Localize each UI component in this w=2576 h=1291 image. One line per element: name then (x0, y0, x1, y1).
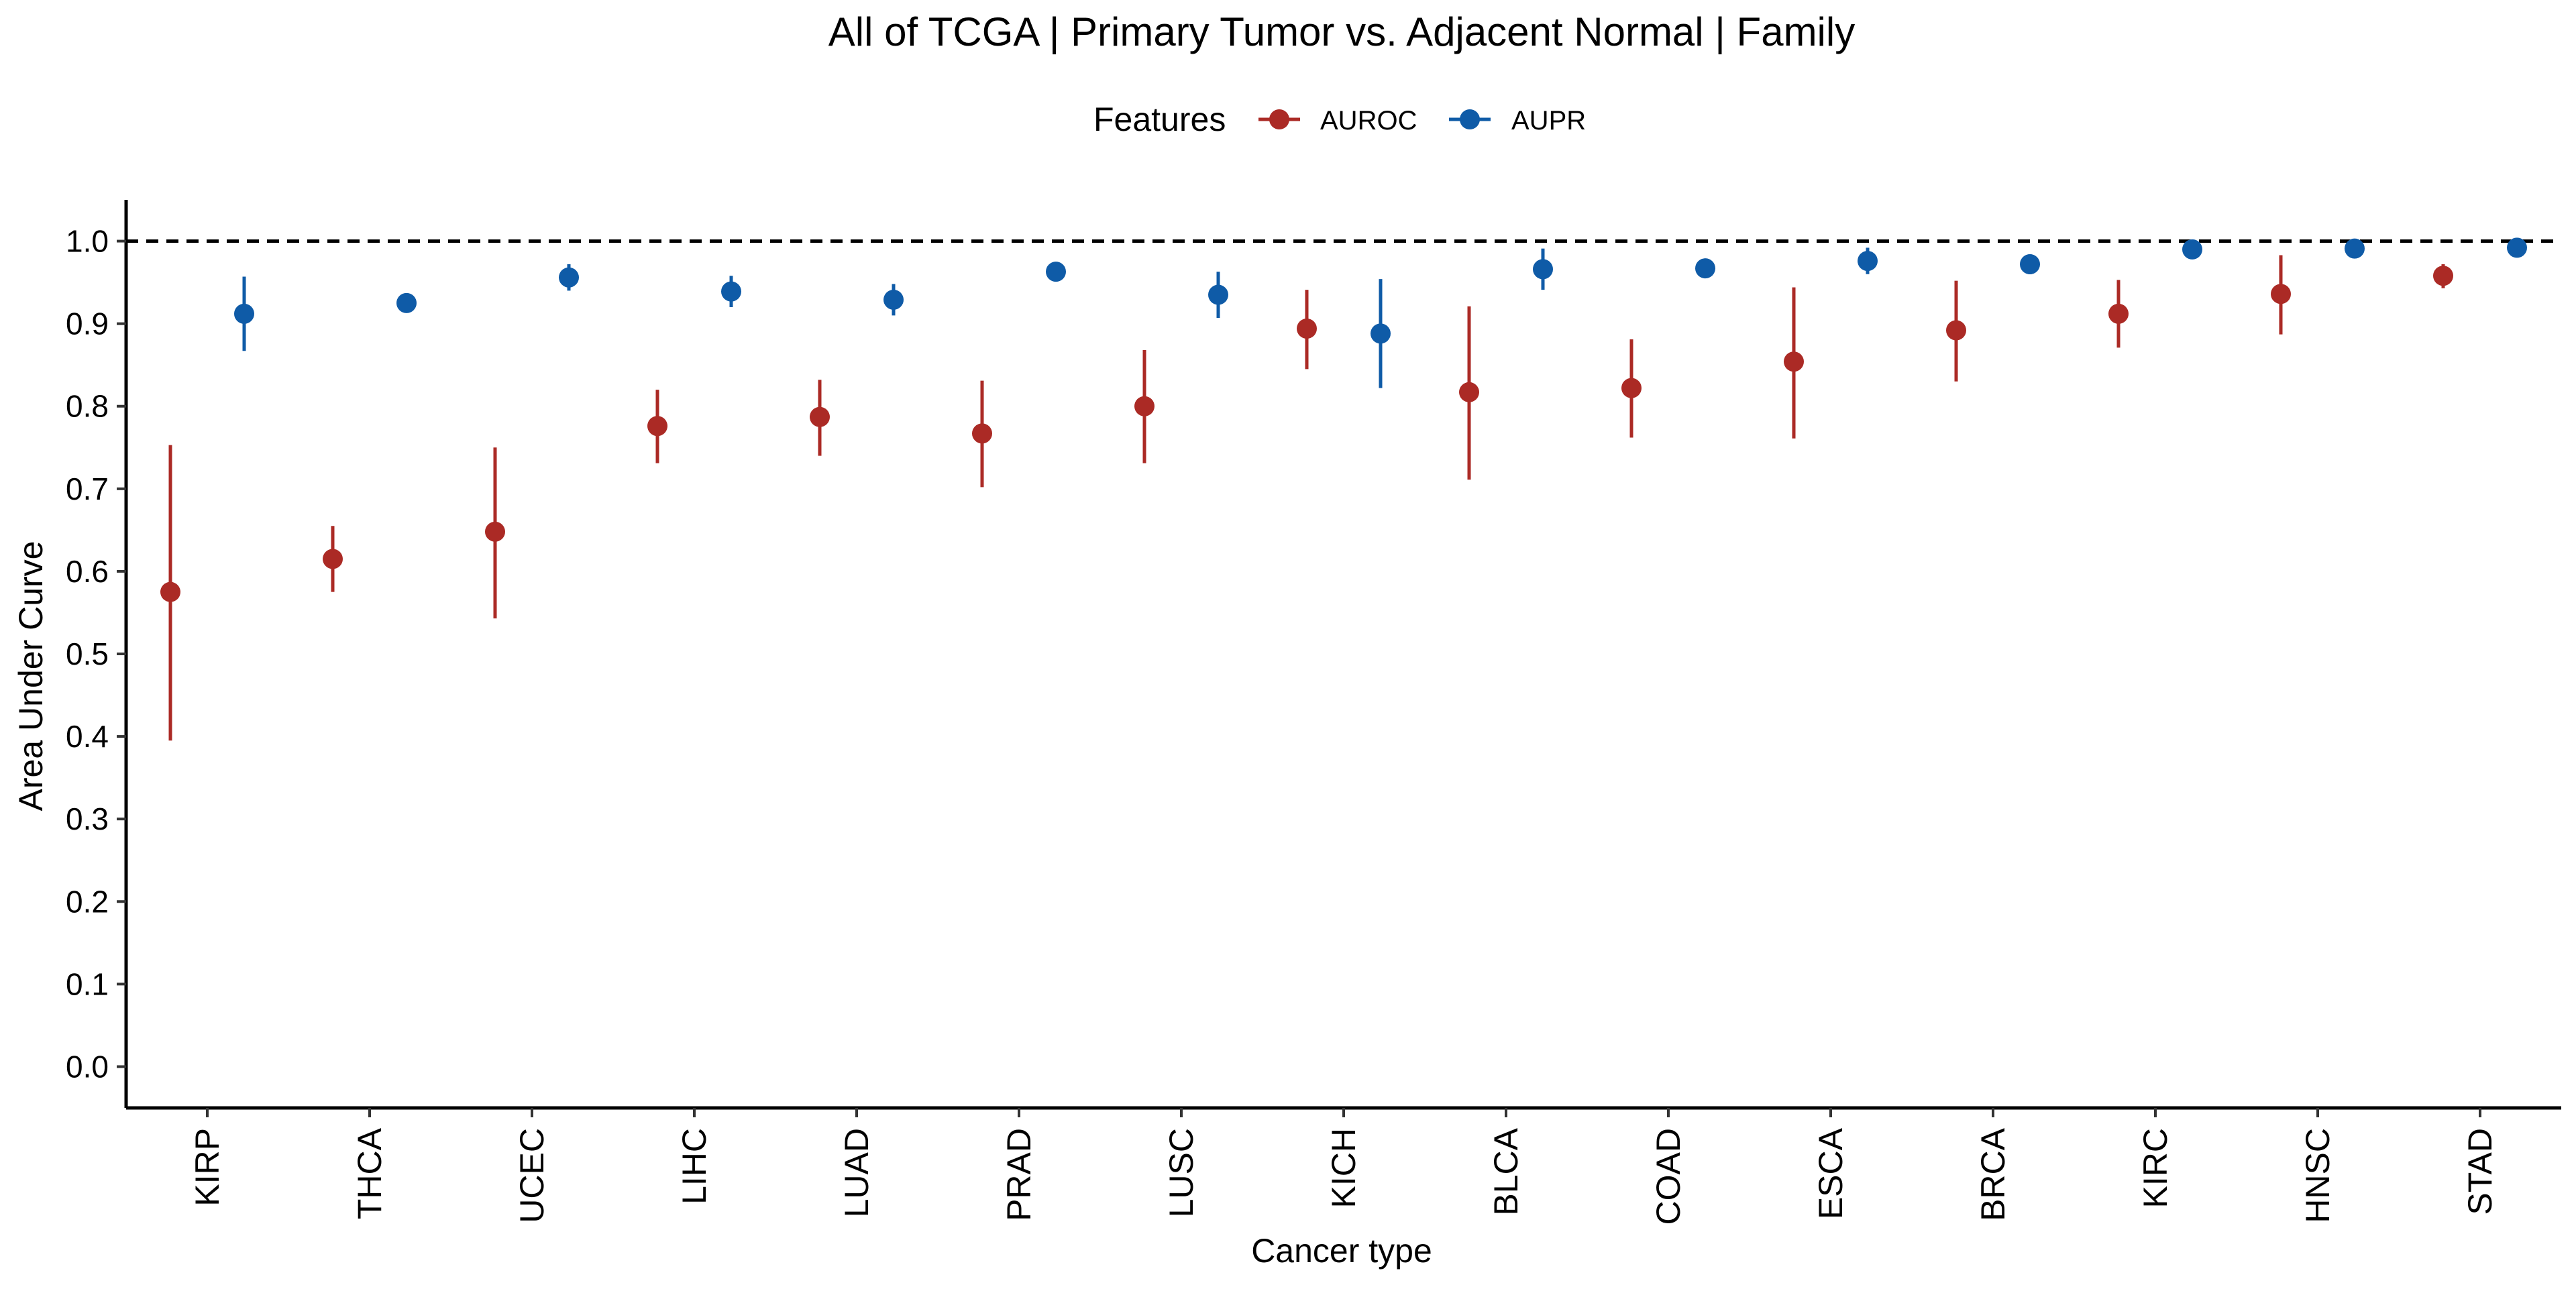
point-aupr-kirc (2182, 239, 2202, 260)
x-tick-label-lusc: LUSC (1163, 1128, 1200, 1217)
point-aupr-coad (1695, 258, 1715, 279)
x-axis-label: Cancer type (1251, 1232, 1432, 1270)
point-auroc-prad (972, 423, 992, 444)
x-tick-label-thca: THCA (351, 1127, 388, 1219)
point-auroc-kirc (2108, 303, 2129, 324)
y-tick-label: 0.5 (66, 636, 109, 671)
y-tick-label: 0.9 (66, 306, 109, 341)
point-auroc-brca (1946, 320, 1966, 341)
x-tick-label-lihc: LIHC (676, 1128, 713, 1204)
point-auroc-kich (1297, 319, 1317, 339)
series-aupr (234, 237, 2527, 388)
legend-label-aupr: AUPR (1511, 106, 1586, 135)
x-tick-label-coad: COAD (1650, 1128, 1687, 1225)
legend-key-point-aupr (1460, 109, 1480, 129)
point-aupr-hnsc (2345, 238, 2365, 259)
legend-title: Features (1093, 101, 1226, 138)
chart-title: All of TCGA | Primary Tumor vs. Adjacent… (828, 9, 1855, 54)
y-tick-label: 0.3 (66, 801, 109, 836)
x-tick-label-prad: PRAD (1000, 1128, 1038, 1221)
point-aupr-blca (1533, 259, 1553, 280)
point-auroc-hnsc (2271, 284, 2291, 304)
axes: 0.0 0.1 0.2 0.3 0.4 0.5 0.6 0.7 0.8 0.9 1.0 KIRP THC… (66, 200, 2561, 1225)
legend-item-aupr: AUPR (1449, 106, 1586, 135)
point-aupr-luad (883, 289, 904, 310)
point-aupr-lusc (1208, 284, 1228, 305)
legend-key-point-auroc (1269, 109, 1289, 129)
y-tick-label: 0.4 (66, 719, 109, 754)
x-tick-label-stad: STAD (2461, 1128, 2499, 1215)
point-aupr-stad (2507, 237, 2527, 258)
point-aupr-kirp (234, 303, 254, 324)
point-auroc-luad (810, 406, 830, 427)
series-auroc (160, 255, 2453, 741)
y-tick-label: 0.1 (66, 966, 109, 1001)
point-auroc-lihc (647, 416, 667, 437)
point-aupr-brca (2020, 254, 2040, 275)
point-auroc-coad (1621, 378, 1642, 398)
x-tick-label-brca: BRCA (1974, 1127, 2012, 1221)
point-auroc-lusc (1134, 396, 1155, 416)
point-auroc-blca (1459, 382, 1479, 402)
y-axis-label: Area Under Curve (12, 541, 50, 811)
point-aupr-ucec (559, 267, 579, 288)
x-tick-label-blca: BLCA (1487, 1127, 1525, 1215)
point-aupr-thca (396, 292, 417, 313)
x-tick-label-kirp: KIRP (189, 1128, 226, 1206)
y-tick-label: 1.0 (66, 224, 109, 259)
point-aupr-prad (1046, 262, 1066, 282)
y-tick-label: 0.2 (66, 884, 109, 919)
point-aupr-esca (1858, 251, 1878, 272)
y-tick-label: 0.8 (66, 389, 109, 424)
legend: Features AUROC AUPR (1093, 101, 1586, 138)
y-tick-label: 0.0 (66, 1049, 109, 1084)
point-aupr-lihc (721, 281, 741, 302)
x-tick-label-kich: KICH (1325, 1128, 1362, 1208)
y-tick-label: 0.6 (66, 554, 109, 589)
x-tick-label-esca: ESCA (1812, 1127, 1849, 1219)
point-auroc-esca (1784, 351, 1804, 372)
point-auroc-kirp (160, 581, 180, 602)
point-auroc-thca (323, 549, 343, 569)
point-auroc-stad (2433, 266, 2453, 286)
x-tick-label-kirc: KIRC (2137, 1128, 2174, 1208)
point-aupr-kich (1371, 323, 1391, 344)
legend-item-auroc: AUROC (1258, 106, 1417, 135)
plot-area (126, 237, 2561, 741)
x-tick-label-ucec: UCEC (513, 1128, 551, 1223)
y-tick-label: 0.7 (66, 471, 109, 506)
legend-label-auroc: AUROC (1320, 106, 1417, 135)
point-auroc-ucec (485, 521, 505, 542)
x-tick-label-hnsc: HNSC (2299, 1128, 2337, 1223)
x-tick-label-luad: LUAD (838, 1128, 875, 1217)
